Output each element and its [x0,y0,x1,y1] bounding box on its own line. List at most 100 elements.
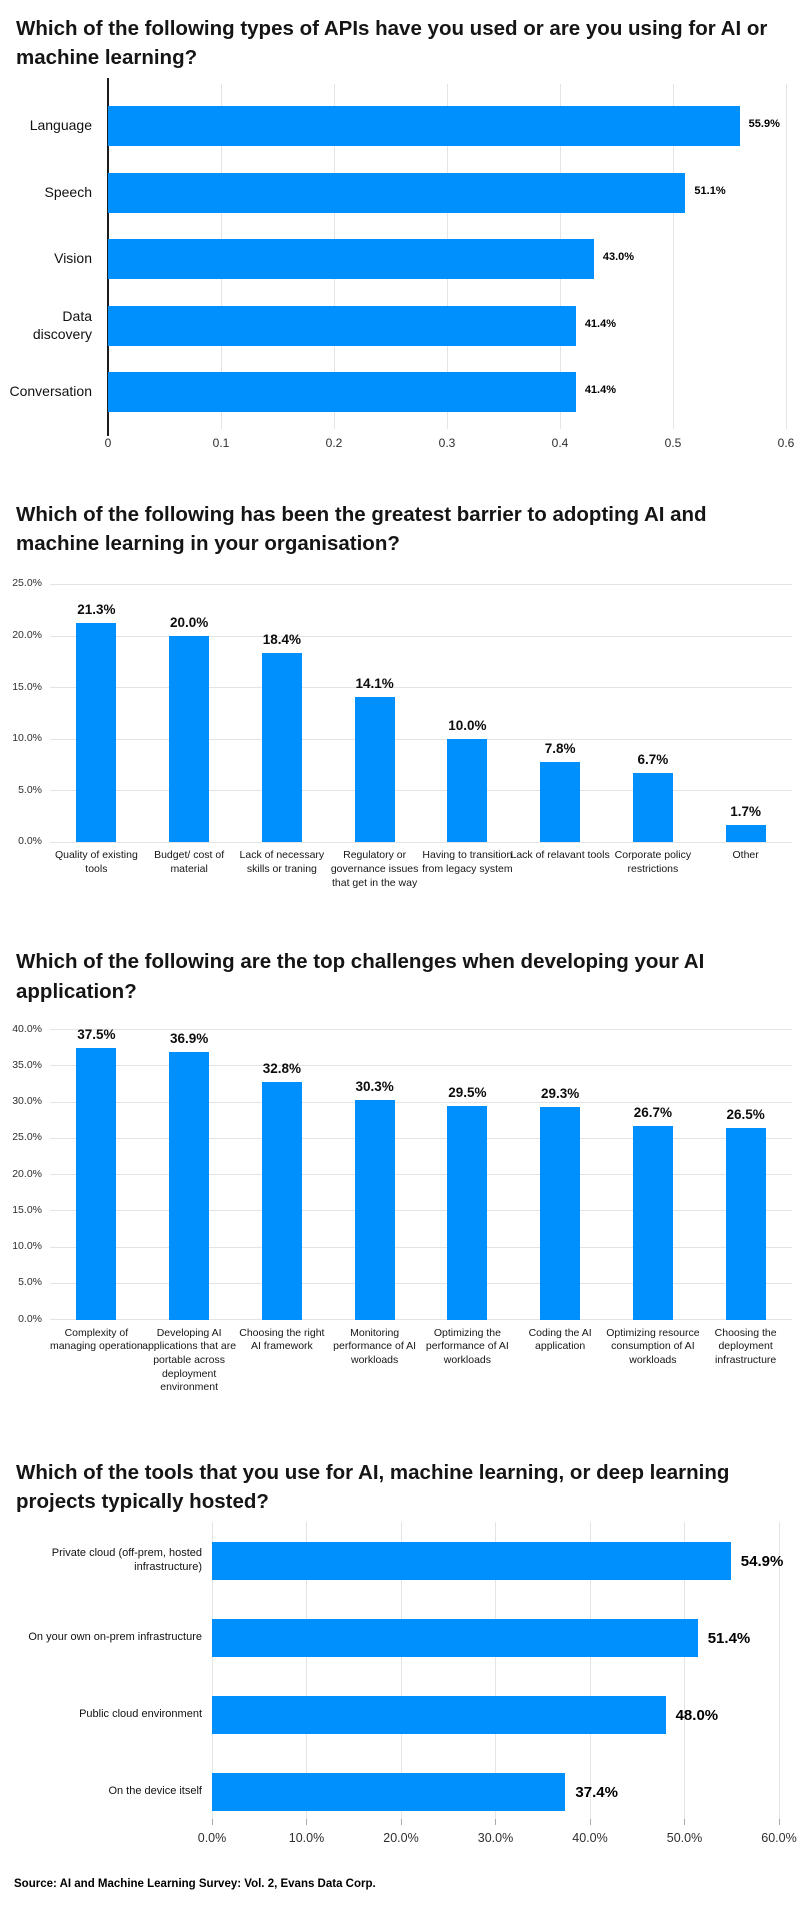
value-label: 21.3% [77,601,116,617]
axis-tick-label: 30.0% [12,1095,42,1108]
category-label: Optimizing the performance of AI workloa… [425,1326,509,1366]
axis-tick-label: 40.0% [12,1022,42,1035]
value-label: 6.7% [637,752,669,768]
grid-line [50,635,792,637]
grid-line [400,1521,402,1819]
grid-line [785,84,787,430]
grid-line [306,1521,307,1819]
axis-tick-label: 5.0% [18,1276,42,1289]
value-label: 1.7% [730,803,762,819]
bar [632,1126,673,1320]
chart-adoption-barriers: Which of the following has been the grea… [0,500,800,919]
axis-tick-label: 0.5 [664,436,682,451]
axis-tick-label: 0.0% [18,1312,42,1325]
axis-tick-label: 60.0% [761,1830,797,1845]
bar [447,1105,488,1320]
axis-tick-label: 10.0% [288,1830,325,1845]
bar [261,652,302,843]
axis-tick-label: 20.0% [12,1167,42,1180]
grid-line [495,1521,496,1819]
grid-line [589,1521,591,1819]
grid-line [50,841,792,843]
chart-hosting: Which of the tools that you use for AI, … [0,1458,800,1852]
value-label: 30.3% [355,1078,394,1094]
grid-line [50,1137,792,1139]
bar [169,1052,210,1320]
grid-line [50,1246,792,1248]
category-label: Regulatory or governance issues that get… [330,849,419,889]
axis-tick [306,1818,307,1825]
bar [212,1541,731,1580]
category-label: Developing AI applications that are port… [142,1326,237,1394]
axis-tick-label: 40.0% [572,1830,608,1845]
bar [354,1099,395,1320]
value-label: 29.5% [448,1084,487,1100]
grid-line [672,84,674,430]
value-label: 41.4% [584,317,617,330]
axis-tick [589,1818,591,1825]
grid-line [50,1282,792,1284]
chart-api-types-title: Which of the following types of APIs hav… [16,17,768,70]
grid-line [50,1174,792,1176]
category-label: Monitoring performance of AI workloads [333,1326,417,1366]
bar [540,761,581,843]
axis-tick-label: 0.6 [777,436,795,451]
value-label: 32.8% [262,1060,302,1076]
axis-tick-label: 25.0% [12,1131,42,1144]
category-label: Complexity of managing operation [49,1326,143,1353]
category-label: Coding the AI application [528,1326,592,1353]
category-label: Corporate policy restrictions [614,849,692,876]
category-label: Data discovery [32,308,92,342]
category-label: Having to transition from legacy system [422,849,513,876]
axis-tick-label: 0.4 [551,436,569,451]
footer: Source: AI and Machine Learning Survey: … [0,1878,800,1890]
bar [261,1081,302,1320]
bar [108,239,594,280]
axis-tick-label: 35.0% [12,1058,42,1071]
value-label: 37.5% [77,1026,116,1042]
category-label: Optimizing resource consumption of AI wo… [606,1326,700,1366]
grid-line [50,1065,792,1067]
axis-tick-label: 0.3 [438,436,456,451]
bar [447,739,488,843]
chart-api-types-plot: 0 0.1 0.2 0.3 0.4 0.5 0.6 55.9% Language 51.1% Spe… [0,78,800,460]
axis-tick [211,1818,213,1825]
category-label: Vision [54,250,92,267]
bar [725,1127,766,1320]
axis-tick-label: 20.0% [383,1830,419,1845]
category-label: On your own on-prem infrastructure [28,1631,202,1643]
axis-tick-label: 5.0% [18,783,42,796]
value-label: 18.4% [262,631,302,647]
value-label: 29.3% [540,1086,580,1102]
grid-line [50,738,792,740]
axis-tick-label: 0 [104,436,112,451]
grid-line [684,1521,685,1819]
bar [632,773,673,843]
value-label: 37.4% [575,1783,618,1801]
value-label: 7.8% [544,740,576,756]
chart-hosting-title: Which of the tools that you use for AI, … [16,1460,730,1513]
grid-line [211,1521,213,1819]
category-label: Other [732,849,759,862]
bar [76,622,117,843]
bar [354,696,395,843]
axis-tick-label: 30.0% [477,1830,514,1845]
value-label: 26.7% [633,1105,673,1121]
bar [212,1618,698,1657]
axis-tick-label: 0.0% [18,835,42,848]
bar [108,106,740,147]
value-label: 14.1% [355,675,394,691]
value-label: 51.1% [694,184,726,197]
axis-tick-label: 20.0% [12,629,42,642]
bar [108,372,576,413]
category-label: Budget/ cost of material [154,849,225,876]
chart-api-types: Which of the following types of APIs hav… [0,0,800,460]
grid-line [50,1101,792,1103]
category-label: Language [29,117,92,134]
grid-line [50,583,792,585]
chart-dev-challenges-plot: 40.0% 35.0% 30.0% 25.0% 20.0% 15.0% 10.0% 5.0% 0… [0,1023,800,1422]
chart-hosting-plot: 0.0% 10.0% 20.0% 30.0% 40.0% 50.0% 60.0% 54.9% P… [0,1521,800,1852]
category-label: Choosing the right AI framework [239,1326,325,1353]
